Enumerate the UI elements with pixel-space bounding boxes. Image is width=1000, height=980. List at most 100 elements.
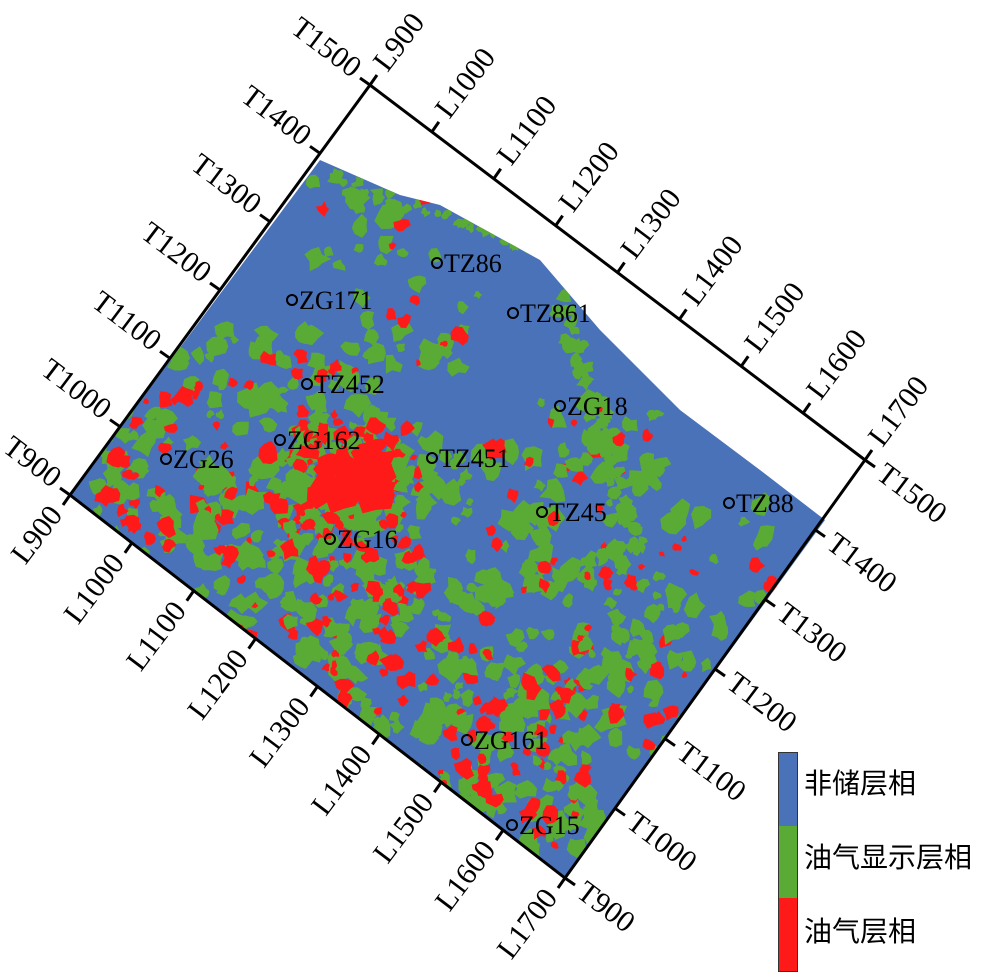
oil-gas-patch (154, 485, 166, 498)
oil-gas-patch (355, 447, 393, 483)
show-patch (278, 402, 288, 413)
show-patch (285, 470, 307, 492)
show-patch (452, 688, 460, 700)
oil-gas-patch (129, 416, 144, 429)
oil-gas-patch (554, 770, 567, 785)
show-patch (660, 510, 687, 535)
show-patch (626, 685, 634, 694)
show-patch (581, 550, 597, 568)
trace-label-left: T900 (0, 430, 68, 494)
show-patch (102, 465, 122, 489)
show-patch (115, 347, 125, 362)
show-patch (614, 555, 632, 574)
oil-gas-patch (400, 512, 407, 518)
oil-gas-patch (482, 649, 493, 661)
trace-tick-left (109, 418, 121, 428)
show-patch (167, 353, 190, 371)
show-patch (750, 492, 771, 516)
inline-label-bottom: L1400 (305, 739, 378, 821)
oil-gas-patch (477, 753, 487, 765)
show-patch (738, 590, 756, 608)
oil-gas-patch (602, 579, 613, 591)
show-patch (602, 512, 619, 528)
show-patch (644, 603, 661, 624)
inline-label-top: L1500 (738, 276, 811, 358)
show-patch (364, 377, 380, 396)
trace-label-left: T1500 (285, 11, 367, 84)
trace-tick-right (864, 458, 876, 469)
show-patch (199, 557, 213, 571)
show-patch (292, 651, 315, 669)
oil-gas-patch (573, 679, 581, 687)
show-patch (93, 536, 101, 545)
show-patch (283, 519, 298, 534)
show-patch (497, 741, 515, 763)
show-patch (484, 667, 498, 681)
show-patch (206, 336, 229, 357)
oil-gas-patch (288, 631, 296, 638)
show-patch (328, 637, 353, 659)
oil-gas-patch (331, 660, 337, 669)
inline-label-bottom: L1000 (57, 547, 130, 629)
inline-label-bottom: L1200 (181, 643, 254, 725)
show-patch (215, 376, 227, 391)
show-patch (347, 604, 356, 612)
show-patch (711, 623, 729, 641)
oil-gas-patch (159, 391, 173, 408)
show-patch (343, 394, 372, 418)
edge-patch (399, 203, 413, 215)
oil-gas-patch (442, 725, 458, 742)
channel-patch (598, 433, 611, 447)
show-patch (629, 618, 647, 637)
show-patch (552, 824, 567, 840)
channel-patch (596, 413, 609, 429)
show-patch (193, 517, 219, 541)
inline-label-bottom: L1300 (243, 691, 316, 773)
oil-gas-patch (305, 555, 324, 577)
show-patch (349, 421, 359, 430)
show-patch (683, 592, 706, 619)
oil-gas-patch (538, 578, 550, 594)
inline-tick-bottom (247, 637, 257, 650)
inline-label-bottom: L1100 (120, 595, 193, 677)
oil-gas-patch (570, 419, 578, 427)
show-patch (419, 338, 445, 368)
show-patch (580, 750, 592, 765)
show-patch (264, 573, 285, 597)
legend: 非储层相 油气显示层相 油气层相 (778, 752, 1000, 972)
oil-gas-patch (332, 589, 349, 602)
oil-gas-patch (353, 540, 370, 553)
edge-patch (545, 252, 552, 259)
inline-tick-top (616, 261, 626, 274)
oil-gas-patch (262, 491, 282, 507)
show-patch (690, 505, 712, 530)
show-patch (440, 478, 462, 506)
oil-gas-patch (333, 446, 359, 479)
oil-gas-patch (397, 313, 411, 328)
oil-gas-patch (681, 671, 688, 678)
oil-gas-patch (309, 467, 343, 493)
oil-gas-patch (373, 707, 382, 715)
oil-gas-patch (220, 556, 235, 569)
oil-gas-patch (658, 551, 665, 557)
show-patch (137, 464, 150, 479)
trace-label-left: T1000 (35, 352, 117, 425)
oil-gas-patch (353, 426, 367, 438)
oil-gas-patch (612, 431, 626, 447)
trace-label-right: T1300 (771, 596, 853, 669)
oil-gas-patch (156, 515, 176, 539)
show-patch (577, 634, 594, 653)
oil-gas-patch (329, 359, 342, 372)
oil-gas-patch (329, 555, 336, 562)
oil-gas-patch (481, 719, 492, 727)
inline-tick-bottom (61, 494, 72, 506)
oil-gas-patch (341, 530, 354, 547)
oil-gas-patch (332, 419, 344, 426)
oil-gas-patch (236, 574, 246, 584)
show-patch (583, 671, 594, 685)
show-patch (103, 352, 127, 381)
show-patch (215, 409, 224, 420)
well-label: ZG26 (173, 445, 234, 474)
oil-gas-patch (453, 757, 475, 780)
show-patch (553, 574, 569, 593)
